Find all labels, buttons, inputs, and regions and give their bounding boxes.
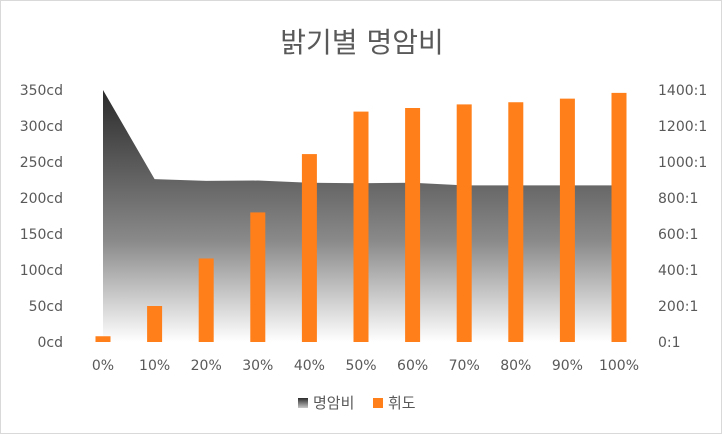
y-right-tick-label: 1200:1	[658, 119, 707, 135]
y-right-tick-label: 400:1	[658, 263, 698, 279]
x-tick-label: 0%	[92, 358, 114, 374]
x-tick-label: 30%	[242, 358, 273, 374]
luminance-bar	[611, 92, 627, 342]
luminance-bar	[559, 98, 575, 342]
x-tick-label: 50%	[345, 358, 376, 374]
x-tick-label: 80%	[500, 358, 531, 374]
luminance-bar	[456, 104, 472, 343]
x-tick-label: 100%	[599, 358, 639, 374]
y-left-tick-label: 0cd	[38, 335, 64, 351]
luminance-bar	[250, 212, 266, 342]
x-tick-label: 60%	[397, 358, 428, 374]
y-right-tick-label: 600:1	[658, 227, 698, 243]
y-left-tick-label: 200cd	[20, 191, 63, 207]
luminance-bar	[147, 306, 163, 342]
y-left-tick-label: 150cd	[20, 227, 63, 243]
y-left-tick-label: 100cd	[20, 263, 63, 279]
y-right-tick-label: 800:1	[658, 191, 698, 207]
axes: 0% 10% 20% 30% 40% 50% 60% 70% 80% 90% 100% 0cd 50cd…	[20, 83, 708, 374]
x-tick-label: 10%	[139, 358, 170, 374]
chart-title: 밝기별 명암비	[280, 26, 443, 59]
luminance-bar	[198, 258, 214, 342]
luminance-bar	[95, 336, 111, 342]
legend-swatch-contrast	[298, 398, 308, 408]
y-left-tick-label: 300cd	[20, 119, 63, 135]
bar-series	[95, 92, 627, 343]
x-tick-label: 20%	[191, 358, 222, 374]
legend-label-luminance: 휘도	[388, 394, 416, 412]
x-tick-label: 40%	[294, 358, 325, 374]
legend: 명암비 휘도	[298, 394, 416, 412]
legend-label-contrast: 명암비	[313, 394, 354, 412]
y-right-tick-label: 0:1	[658, 335, 681, 351]
y-right-tick-label: 1000:1	[658, 155, 707, 171]
y-right-tick-label: 1400:1	[658, 83, 707, 99]
luminance-bar	[405, 108, 421, 342]
luminance-bar	[353, 111, 369, 342]
legend-swatch-luminance	[373, 398, 383, 408]
luminance-bar	[301, 154, 317, 342]
luminance-bar	[508, 102, 524, 343]
y-left-tick-label: 50cd	[29, 299, 63, 315]
y-right-tick-label: 200:1	[658, 299, 698, 315]
x-tick-label: 70%	[449, 358, 480, 374]
y-left-tick-label: 350cd	[20, 83, 63, 99]
x-tick-label: 90%	[552, 358, 583, 374]
y-left-tick-label: 250cd	[20, 155, 63, 171]
